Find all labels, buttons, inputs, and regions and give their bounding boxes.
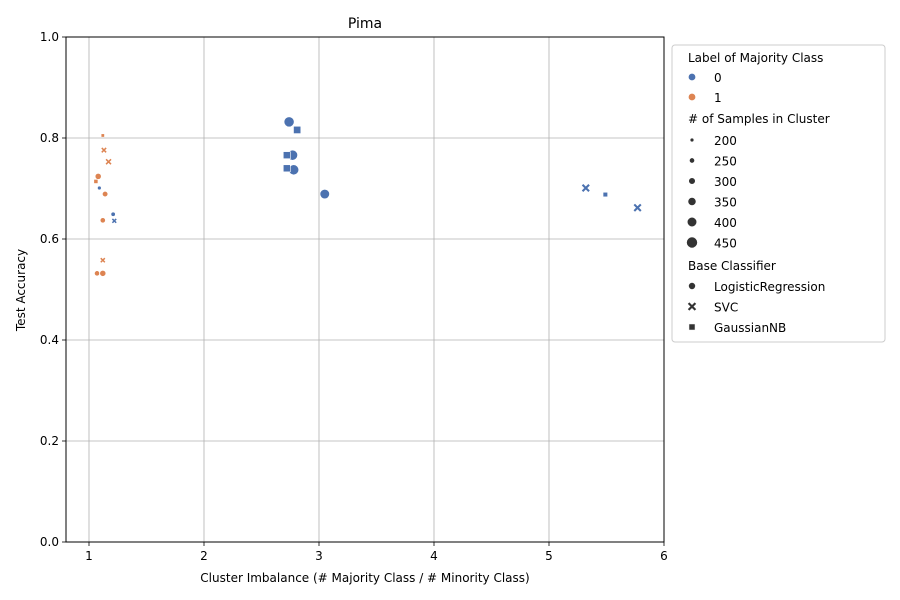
data-point [282,164,291,173]
data-point [100,257,106,263]
y-axis-ticks: 0.0 0.2 0.4 0.6 0.8 1.0 [40,30,66,549]
x-tick-label: 6 [660,549,668,563]
chart-title: Pima [348,16,382,32]
legend-style-marker [687,302,697,311]
legend-hue-label: 1 [714,91,722,105]
legend-style-label: GaussianNB [714,321,786,335]
y-tick-label: 0.2 [40,434,59,448]
y-tick-label: 1.0 [40,30,59,44]
legend-size-label: 450 [714,237,737,251]
legend-size-marker [689,137,695,143]
x-tick-label: 4 [430,549,438,563]
legend-hue-marker [687,72,697,82]
data-point [581,183,590,192]
x-axis-ticks: 1 2 3 4 5 6 [85,542,668,563]
data-point [99,269,107,277]
legend-size-items: 200 250 300 350 400 450 [686,134,737,251]
y-tick-label: 0.6 [40,232,59,246]
data-point [283,116,295,128]
legend-hue-marker [687,92,697,102]
data-point [96,185,102,191]
data-point [94,172,102,180]
data-point [319,188,331,200]
legend-style-label: SVC [714,301,738,315]
x-tick-label: 3 [315,549,323,563]
legend-size-label: 300 [714,175,737,189]
data-point [100,133,105,138]
legend-style-title: Base Classifier [688,259,776,273]
legend-size-label: 250 [714,155,737,169]
x-tick-label: 5 [545,549,553,563]
x-tick-label: 2 [200,549,208,563]
legend-size-marker [688,177,696,185]
data-point [93,270,101,277]
legend: Label of Majority Class 01 # of Samples … [671,44,886,343]
legend-size-label: 200 [714,134,737,148]
data-point [105,158,112,165]
data-point [293,125,302,134]
legend-style-label: LogisticRegression [714,280,825,294]
data-point [111,218,117,224]
legend-size-label: 400 [714,216,737,230]
legend-size-marker [686,236,699,249]
legend-size-label: 350 [714,196,737,210]
y-tick-label: 0.8 [40,131,59,145]
grid-lines [66,36,665,543]
legend-box [671,44,886,343]
y-tick-label: 0.4 [40,333,59,347]
legend-style-marker [688,323,696,331]
data-point [101,147,107,153]
x-axis-label: Cluster Imbalance (# Majority Class / # … [200,571,529,585]
x-tick-label: 1 [85,549,93,563]
legend-size-marker [687,196,697,207]
legend-style-marker [688,281,697,290]
data-point [282,151,291,160]
data-point [93,179,99,184]
data-point [101,190,109,198]
data-point [110,211,116,217]
plot-frame [65,36,665,543]
legend-size-marker [688,157,696,164]
data-points [93,116,642,277]
legend-size-marker [686,216,698,228]
data-point [633,203,642,212]
data-point [99,217,106,224]
legend-size-title: # of Samples in Cluster [688,112,830,126]
y-tick-label: 0.0 [40,535,59,549]
legend-hue-title: Label of Majority Class [688,51,823,65]
legend-hue-label: 0 [714,71,722,85]
legend-style-items: LogisticRegression SVC GaussianNB [687,280,825,335]
y-axis-label: Test Accuracy [14,249,28,332]
legend-hue-items: 01 [687,71,722,105]
data-point [602,191,608,198]
